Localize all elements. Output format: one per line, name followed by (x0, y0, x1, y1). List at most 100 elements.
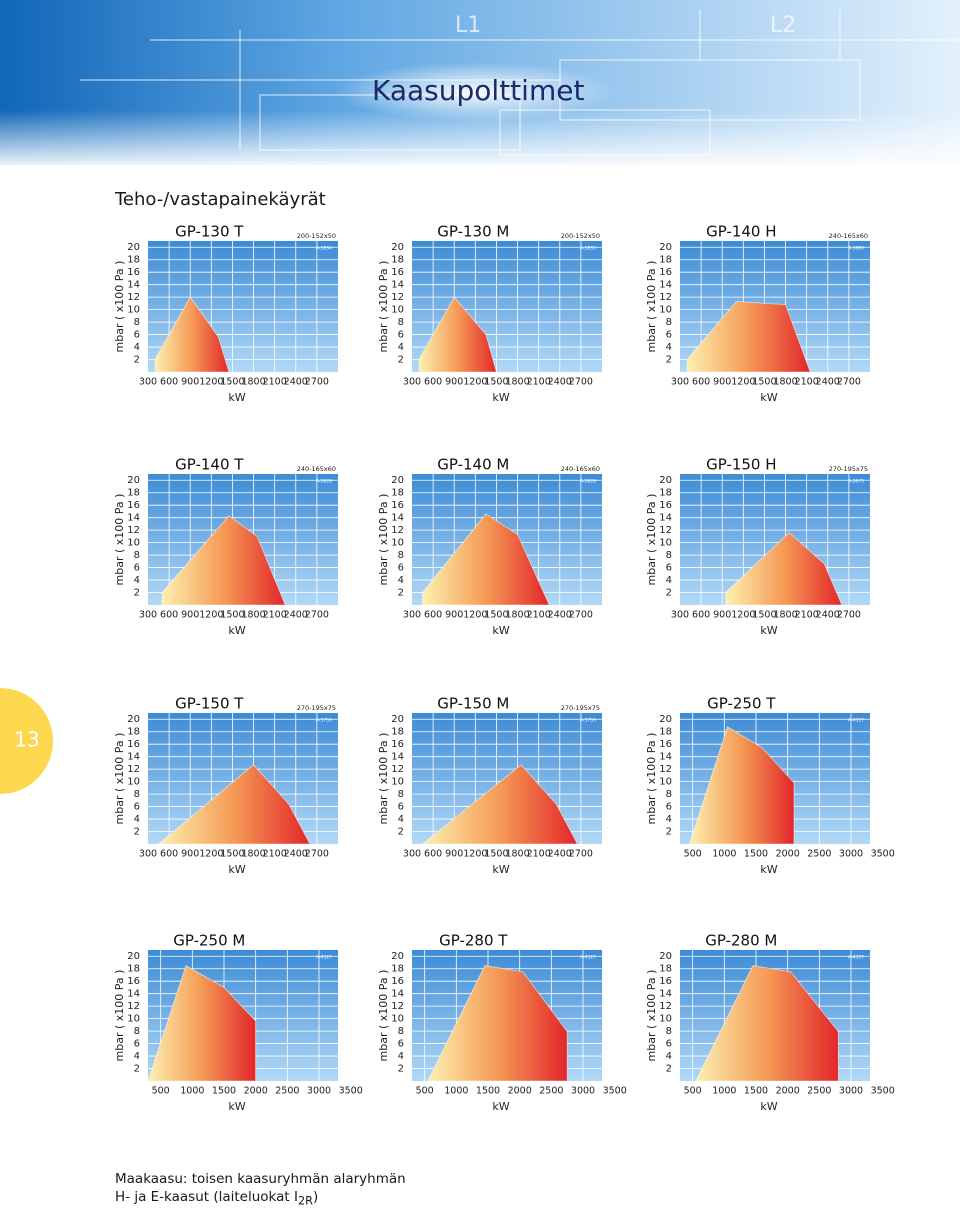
y-tick-label: 12 (391, 292, 404, 303)
x-tick-label: 2100 (795, 377, 819, 388)
x-tick-label: 2700 (837, 610, 861, 621)
x-tick-label: 1500 (220, 849, 244, 860)
y-tick-label: 2 (134, 1064, 140, 1075)
y-tick-label: 14 (391, 989, 404, 1000)
y-tick-label: 12 (127, 525, 140, 536)
x-tick-label: 1500 (744, 849, 768, 860)
y-tick-label: 2 (398, 588, 404, 599)
working-field (154, 296, 230, 373)
x-axis-label: kW (760, 624, 777, 637)
y-tick-label: 10 (127, 1014, 140, 1025)
y-tick-label: 2 (666, 827, 672, 838)
y-tick-label: 10 (659, 1014, 672, 1025)
y-tick-label: 4 (398, 1051, 404, 1062)
x-tick-label: 2700 (305, 610, 329, 621)
y-tick-label: 4 (134, 1051, 140, 1062)
x-tick-label: 2500 (275, 1086, 299, 1097)
x-tick-label: 1800 (241, 377, 265, 388)
y-tick-label: 18 (127, 727, 140, 738)
x-tick-label: 3000 (571, 1086, 595, 1097)
y-axis-label: mbar ( x100 Pa ) (113, 261, 126, 353)
chart-ref: A-5875 (848, 479, 864, 485)
y-tick-label: 8 (134, 317, 140, 328)
y-tick-label: 2 (398, 355, 404, 366)
y-tick-label: 10 (659, 538, 672, 549)
y-tick-label: 8 (666, 1026, 672, 1037)
y-tick-label: 16 (127, 267, 140, 278)
y-tick-label: 16 (659, 267, 672, 278)
x-tick-label: 300 (671, 377, 689, 388)
footnote-text: H- ja E-kaasut (laiteluokat I (115, 1189, 298, 1205)
y-tick-label: 4 (398, 342, 404, 353)
y-tick-label: 14 (391, 280, 404, 291)
chart-title: GP-250 T (707, 695, 776, 713)
x-tick-label: 900 (445, 610, 463, 621)
y-tick-label: 12 (659, 764, 672, 775)
y-tick-label: 4 (134, 575, 140, 586)
drawing-label: L1 (455, 13, 481, 38)
chart-ref: A-4527 (316, 955, 332, 961)
y-tick-label: 6 (134, 1039, 140, 1050)
y-tick-label: 6 (666, 330, 672, 341)
y-tick-label: 10 (391, 305, 404, 316)
x-tick-label: 600 (692, 377, 710, 388)
y-tick-label: 16 (659, 739, 672, 750)
x-tick-label: 2700 (305, 377, 329, 388)
x-tick-label: 2400 (284, 610, 308, 621)
y-axis-label: mbar ( x100 Pa ) (377, 494, 390, 586)
y-tick-label: 20 (127, 475, 140, 486)
y-tick-label: 20 (659, 951, 672, 962)
y-tick-label: 14 (127, 513, 140, 524)
x-tick-label: 2100 (263, 377, 287, 388)
x-axis-label: kW (760, 391, 777, 404)
y-tick-label: 8 (134, 550, 140, 561)
y-tick-label: 16 (659, 976, 672, 987)
drawing-label: L2 (770, 13, 796, 38)
chart-ref: A-5753 (316, 718, 332, 724)
x-tick-label: 2400 (816, 610, 840, 621)
y-tick-label: 20 (127, 242, 140, 253)
chart-title: GP-150 M (437, 695, 509, 713)
y-tick-label: 10 (127, 777, 140, 788)
x-tick-label: 600 (424, 377, 442, 388)
y-tick-label: 6 (666, 1039, 672, 1050)
y-tick-label: 10 (391, 1014, 404, 1025)
y-axis-label: mbar ( x100 Pa ) (113, 970, 126, 1062)
x-tick-label: 3000 (839, 849, 863, 860)
y-tick-label: 20 (659, 242, 672, 253)
title-glow (336, 62, 616, 122)
y-tick-label: 4 (398, 575, 404, 586)
chart-code: 240-165x60 (829, 232, 868, 240)
section-title: Teho-/vastapainekäyrät (114, 189, 326, 210)
y-tick-label: 8 (398, 1026, 404, 1037)
x-tick-label: 2000 (244, 1086, 268, 1097)
working-field (427, 965, 568, 1082)
chart-ref: A-5835 (580, 246, 596, 252)
x-tick-label: 500 (684, 1086, 702, 1097)
y-tick-label: 4 (666, 814, 672, 825)
x-tick-label: 2400 (548, 849, 572, 860)
x-tick-label: 600 (160, 377, 178, 388)
x-tick-label: 2100 (527, 849, 551, 860)
x-tick-label: 2700 (837, 377, 861, 388)
x-tick-label: 2700 (569, 610, 593, 621)
y-tick-label: 14 (659, 989, 672, 1000)
y-tick-label: 18 (391, 964, 404, 975)
x-axis-label: kW (228, 863, 245, 876)
chart-code: 270-195x75 (829, 465, 868, 473)
y-tick-label: 6 (666, 563, 672, 574)
x-axis-label: kW (492, 391, 509, 404)
x-tick-label: 2700 (569, 849, 593, 860)
x-tick-label: 600 (160, 849, 178, 860)
y-tick-label: 2 (134, 588, 140, 599)
x-tick-label: 1000 (444, 1086, 468, 1097)
x-tick-label: 2700 (569, 377, 593, 388)
x-tick-label: 500 (684, 849, 702, 860)
x-tick-label: 1200 (199, 610, 223, 621)
y-tick-label: 14 (659, 513, 672, 524)
y-tick-label: 18 (659, 727, 672, 738)
y-tick-label: 16 (391, 267, 404, 278)
x-tick-label: 1800 (241, 849, 265, 860)
chart-code: 200-152x50 (297, 232, 336, 240)
